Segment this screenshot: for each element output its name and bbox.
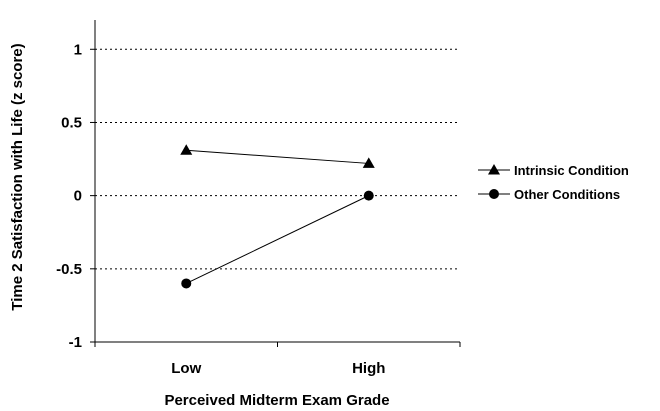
y-tick-label: 1	[74, 41, 82, 58]
legend-label: Intrinsic Condition	[514, 163, 629, 178]
legend-item: Intrinsic Condition	[478, 163, 629, 178]
x-tick-label: Low	[171, 360, 201, 377]
legend-label: Other Conditions	[514, 187, 620, 202]
x-tick-labels: Low High	[171, 360, 385, 377]
legend-marker	[489, 189, 499, 199]
y-tick-labels: 1 0.5 0 -0.5 -1	[56, 41, 82, 351]
legend-item: Other Conditions	[478, 187, 620, 202]
series-group	[180, 144, 375, 289]
data-point	[180, 144, 193, 155]
axes	[90, 20, 461, 347]
data-point	[362, 157, 375, 168]
series-other-conditions	[181, 190, 374, 289]
gridlines	[95, 48, 460, 270]
y-tick-label: -1	[69, 334, 82, 351]
x-tick-label: High	[352, 360, 385, 377]
data-point	[363, 190, 374, 201]
data-point	[181, 278, 192, 289]
series-line	[186, 195, 369, 284]
series-line	[186, 149, 369, 164]
x-axis-title: Perceived Midterm Exam Grade	[164, 392, 389, 409]
y-tick-label: 0.5	[61, 114, 82, 131]
legend: Intrinsic Condition Other Conditions	[478, 163, 629, 202]
y-tick-label: -0.5	[56, 261, 82, 278]
legend-marker	[488, 164, 500, 175]
series-intrinsic-condition	[180, 144, 375, 168]
y-axis-title: Time 2 Satisfaction with Life (z score)	[9, 43, 26, 310]
y-tick-label: 0	[74, 188, 82, 205]
